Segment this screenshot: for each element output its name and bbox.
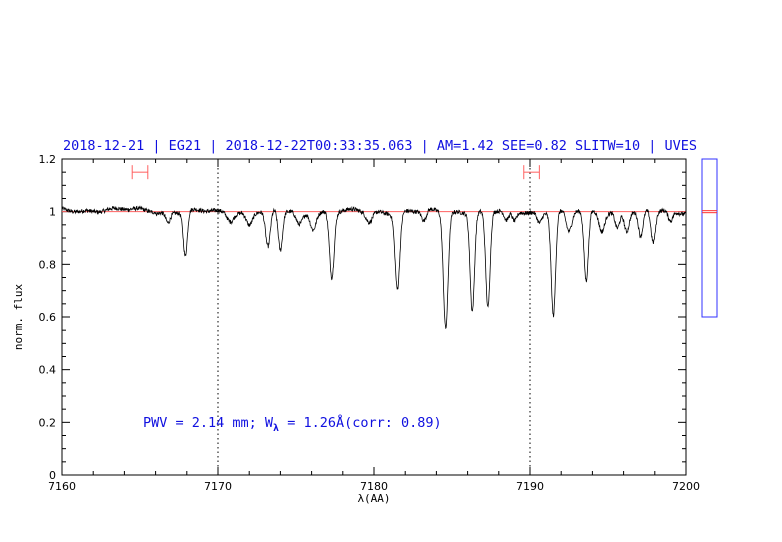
x-tick-labels: 7160 7170 7180 7190 7200 bbox=[48, 480, 700, 493]
pwv-annotation: PWV = 2.14 mm; Wλ = 1.26Å(corr: 0.89) bbox=[143, 414, 442, 434]
pwv-annotation-subscript: λ bbox=[273, 423, 279, 434]
x-axis-label: λ(AA) bbox=[357, 492, 390, 505]
x-tick-label: 7170 bbox=[204, 480, 232, 493]
pwv-annotation-suffix: = 1.26Å(corr: 0.89) bbox=[279, 414, 442, 431]
spectrum-series-line bbox=[61, 205, 687, 330]
y-tick-label: 0.8 bbox=[39, 258, 57, 271]
side-box-frame bbox=[701, 158, 718, 318]
y-axis-label: norm. flux bbox=[12, 284, 25, 351]
y-tick-label: 1 bbox=[49, 206, 56, 219]
pwv-annotation-prefix: PWV = 2.14 mm; W bbox=[143, 415, 274, 431]
y-tick-label: 1.2 bbox=[39, 153, 57, 166]
x-tick-label: 7190 bbox=[516, 480, 544, 493]
vertical-dotted-lines bbox=[217, 159, 531, 475]
x-tick-label: 7200 bbox=[672, 480, 700, 493]
y-tick-label: 0.4 bbox=[39, 364, 57, 377]
side-histogram-box bbox=[701, 158, 718, 318]
y-tick-label: 0.6 bbox=[39, 311, 57, 324]
chart-title: 2018-12-21 | EG21 | 2018-12-22T00:33:35.… bbox=[63, 138, 697, 154]
range-markers bbox=[131, 165, 540, 180]
axis-ticks bbox=[61, 158, 687, 476]
y-tick-labels: 0 0.2 0.4 0.6 0.8 1 1.2 bbox=[39, 153, 57, 482]
x-tick-label: 7160 bbox=[48, 480, 76, 493]
y-tick-label: 0.2 bbox=[39, 416, 57, 429]
y-tick-label: 0 bbox=[49, 469, 56, 482]
x-tick-label: 7180 bbox=[360, 480, 388, 493]
